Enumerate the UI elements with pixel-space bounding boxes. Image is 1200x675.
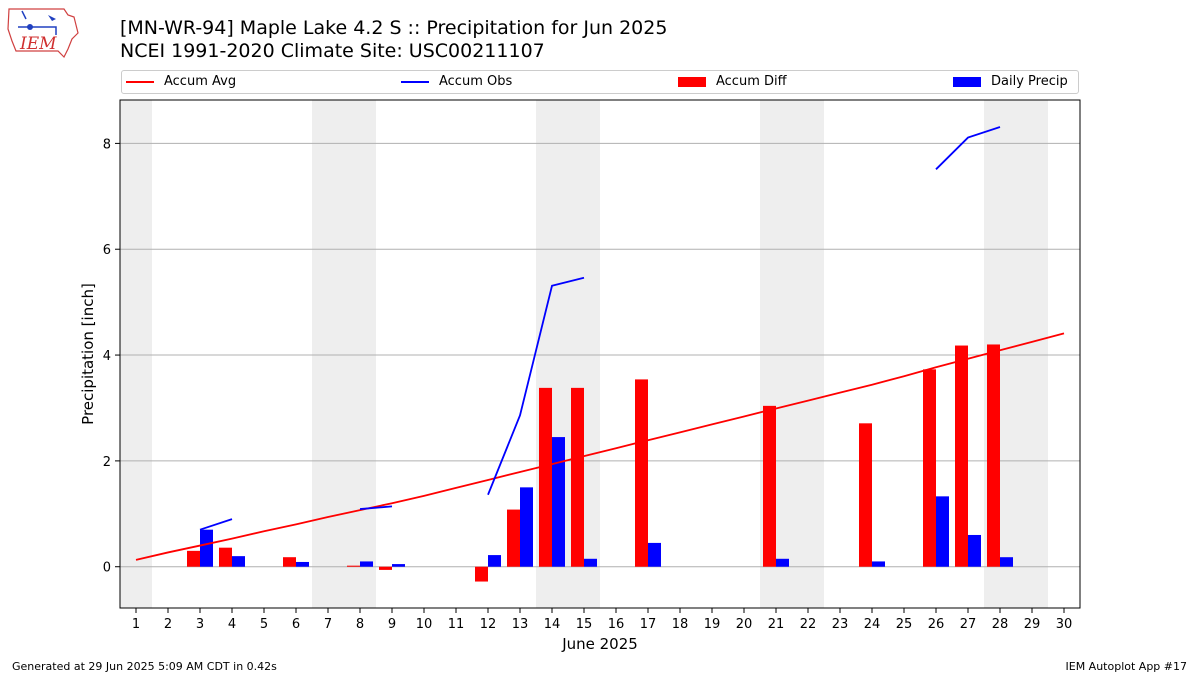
plot-frame [119,99,1081,609]
x-tick-label: 10 [416,617,433,632]
accum-diff-bar [955,345,968,567]
app-note: IEM Autoplot App #17 [1065,660,1188,673]
legend-swatch [953,76,981,87]
legend-label: Accum Avg [164,74,237,89]
accum-diff-bar [571,387,584,567]
weekend-band [312,100,376,608]
legend-swatch [126,80,154,83]
x-tick-label: 2 [164,617,172,632]
weekend-band [120,100,152,608]
x-tick-label: 9 [388,617,396,632]
daily-precip-bar [520,487,533,567]
daily-precip-bar [296,561,309,567]
x-tick-label: 13 [512,617,529,632]
x-tick-label: 6 [292,617,300,632]
accum-diff-bar [635,379,648,567]
x-tick-label: 4 [228,617,236,632]
x-tick-label: 1 [132,617,140,632]
daily-precip-bar [968,534,981,567]
legend-swatch [678,76,706,87]
daily-precip-bar [584,558,597,567]
accum-diff-bar [347,565,360,567]
x-tick-label: 28 [992,617,1009,632]
legend-item-daily-precip: Daily Precip [953,74,1068,92]
legend-label: Accum Obs [439,74,513,89]
accum-diff-bar [475,566,488,582]
x-tick-label: 7 [324,617,332,632]
y-tick-label: 6 [103,243,111,258]
x-tick-label: 25 [896,617,913,632]
chart-legend: Accum Avg Accum Obs Accum Diff Daily Pre… [121,70,1079,94]
x-tick-label: 22 [800,617,817,632]
x-tick-label: 8 [356,617,364,632]
daily-precip-bar [232,556,245,567]
x-tick-label: 3 [196,617,204,632]
x-tick-label: 11 [448,617,465,632]
chart-title: [MN-WR-94] Maple Lake 4.2 S :: Precipita… [120,17,668,39]
accum-diff-bar [763,405,776,567]
accum-diff-bar [219,547,232,567]
x-tick-label: 27 [960,617,977,632]
legend-label: Daily Precip [991,74,1068,89]
daily-precip-bar [552,437,565,567]
accum-obs-line [935,126,1001,170]
accum-diff-bar [187,550,200,567]
daily-precip-bar [648,542,661,567]
x-tick-label: 24 [864,617,881,632]
x-tick-label: 17 [640,617,657,632]
accum-diff-bar [379,566,392,570]
generated-note: Generated at 29 Jun 2025 5:09 AM CDT in … [12,660,277,673]
daily-precip-bar [360,561,373,567]
y-tick-label: 8 [103,137,111,152]
accum-obs-line [359,505,393,510]
daily-precip-bar [392,564,405,567]
accum-diff-bar [923,369,936,567]
x-tick-label: 21 [768,617,785,632]
x-tick-label: 14 [544,617,561,632]
legend-item-accum-diff: Accum Diff [678,74,787,92]
iem-logo: IEM [6,5,82,59]
legend-item-accum-obs: Accum Obs [401,74,512,92]
x-axis-label: June 2025 [561,635,638,653]
accum-obs-line [487,276,585,496]
x-tick-label: 15 [576,617,593,632]
daily-precip-bar [872,561,885,567]
y-tick-label: 2 [103,455,111,470]
x-tick-label: 19 [704,617,721,632]
accum-avg-line [135,332,1065,561]
x-tick-label: 26 [928,617,945,632]
accum-diff-bar [283,557,296,567]
x-tick-label: 18 [672,617,689,632]
x-tick-label: 23 [832,617,849,632]
daily-precip-bar [776,558,789,567]
legend-label: Accum Diff [716,74,787,89]
daily-precip-bar [488,555,501,567]
x-tick-label: 12 [480,617,497,632]
x-tick-label: 5 [260,617,268,632]
y-tick-label: 4 [103,349,111,364]
accum-diff-bar [539,387,552,567]
x-tick-label: 29 [1024,617,1041,632]
x-tick-label: 20 [736,617,753,632]
y-tick-label: 0 [103,561,111,576]
legend-swatch [401,80,429,83]
svg-text:IEM: IEM [19,34,57,54]
chart-subtitle: NCEI 1991-2020 Climate Site: USC00211107 [120,40,545,62]
accum-diff-bar [507,509,520,567]
x-tick-label: 16 [608,617,625,632]
accum-diff-bar [987,344,1000,567]
daily-precip-bar [936,496,949,567]
legend-item-accum-avg: Accum Avg [126,74,236,92]
accum-diff-bar [859,423,872,567]
accum-obs-line [199,518,233,531]
daily-precip-bar [200,529,213,567]
daily-precip-bar [1000,557,1013,567]
y-axis-label: Precipitation [inch] [79,283,97,425]
x-tick-label: 30 [1056,617,1073,632]
